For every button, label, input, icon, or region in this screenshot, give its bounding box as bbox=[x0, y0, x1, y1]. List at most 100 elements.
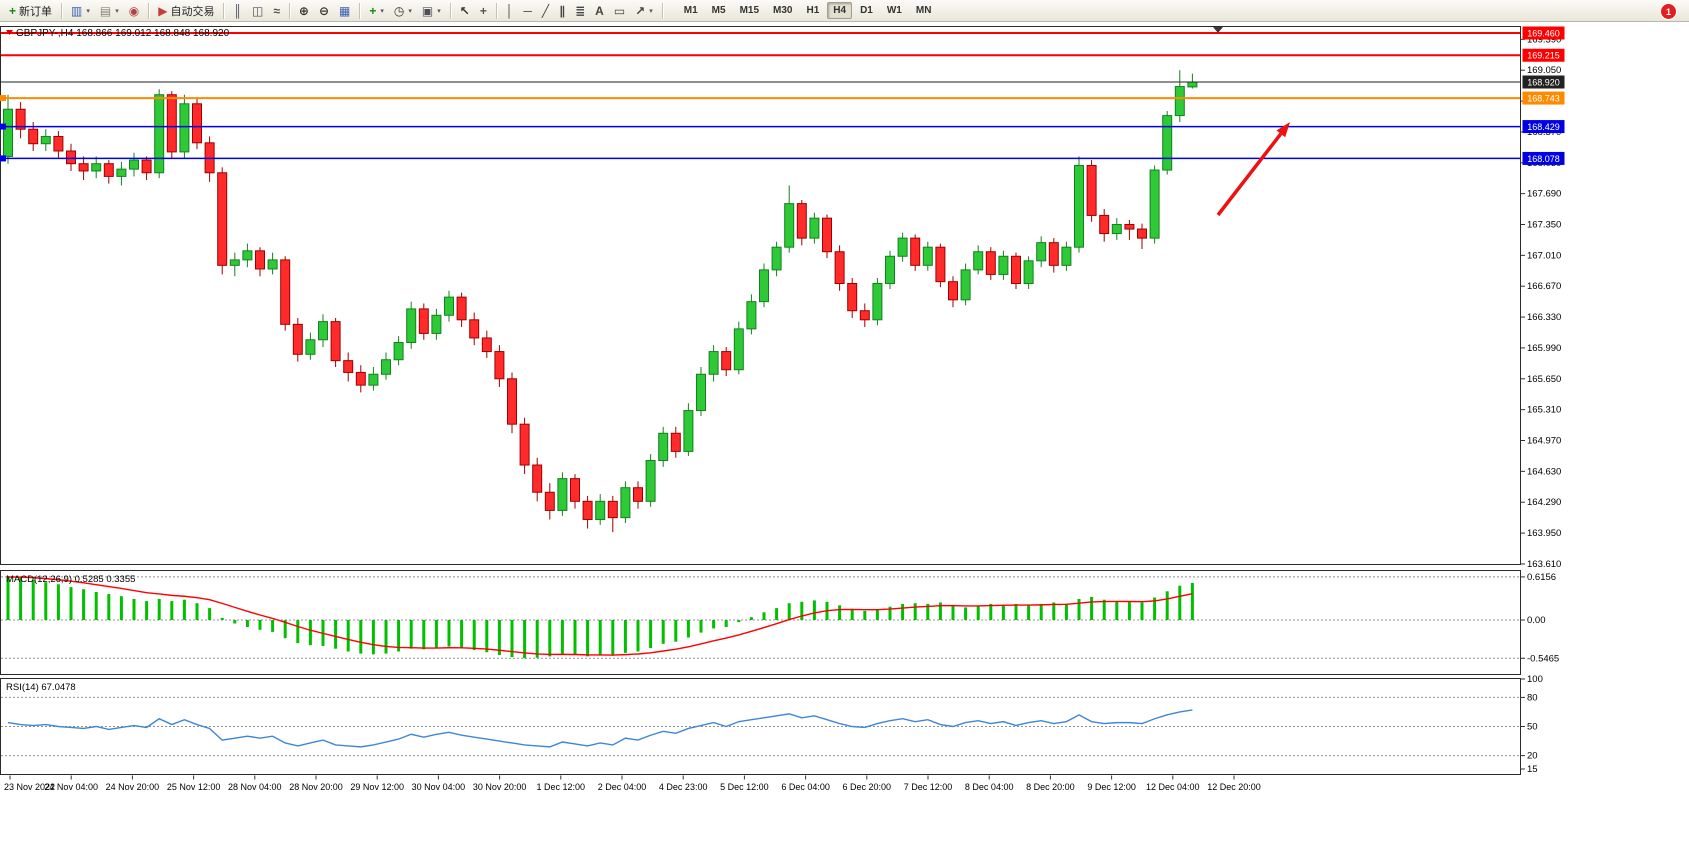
notification-badge[interactable]: 1 bbox=[1660, 3, 1677, 20]
alerts-button[interactable]: ◉ bbox=[125, 1, 143, 21]
crosshair-icon: + bbox=[479, 3, 487, 18]
candlestick-chart-button[interactable]: ◫ bbox=[248, 1, 267, 21]
candle-body bbox=[103, 163, 114, 177]
toolbar-items: + 新订单 ▥ ▾ ▤ ▾ ◉ ▶ 自动交易 ║ ◫ ≈ ⊕ ⊖ ▦ + ▾ ◷ ▾ ▣ ▾ ↖ + │ ─ ╱ ∥ ≣ A ▭ ↗ ▾ M1 M… bbox=[4, 1, 938, 21]
macd-axis-label: 0.00 bbox=[1527, 615, 1546, 626]
vertical-line-button[interactable]: │ bbox=[502, 1, 518, 21]
price-badge-168.078 bbox=[1522, 151, 1565, 165]
timeframe-button-m30[interactable]: M30 bbox=[773, 5, 793, 16]
channel-button[interactable]: ∥ bbox=[555, 1, 569, 21]
periods-button[interactable]: ◷ ▾ bbox=[390, 1, 416, 21]
candle-body bbox=[1036, 242, 1047, 262]
candle-body bbox=[456, 296, 467, 321]
templates-button[interactable]: ▣ ▾ bbox=[418, 1, 445, 21]
line-anchor[interactable] bbox=[0, 123, 6, 130]
candle-body bbox=[809, 217, 820, 239]
candle-body bbox=[708, 351, 719, 375]
candle-body bbox=[406, 308, 417, 343]
trend-arrow[interactable] bbox=[1216, 122, 1290, 217]
candle-body bbox=[910, 237, 921, 266]
new-order-button[interactable]: + 新订单 bbox=[5, 1, 56, 21]
timeframe-button-m15[interactable]: M15 bbox=[739, 5, 760, 16]
price-badge-169.215 bbox=[1522, 48, 1565, 62]
line-chart-icon: ≈ bbox=[273, 3, 280, 18]
price-axis-label: 163.950 bbox=[1527, 528, 1561, 539]
cursor-button[interactable]: ↖ bbox=[456, 1, 474, 21]
time-axis-label: 28 Nov 20:00 bbox=[289, 782, 343, 792]
text-label-button[interactable]: ▭ bbox=[610, 1, 629, 21]
toolbar-separator bbox=[61, 2, 63, 19]
fibonacci-button[interactable]: ≣ bbox=[571, 1, 589, 21]
rsi-axis-label: 50 bbox=[1527, 722, 1538, 733]
rsi-pane[interactable] bbox=[0, 678, 1521, 775]
candle-body bbox=[935, 246, 946, 283]
candle-body bbox=[40, 135, 51, 145]
crosshair-button[interactable]: + bbox=[476, 1, 491, 21]
new-chart-button[interactable]: ▥ ▾ bbox=[67, 1, 94, 21]
candle-body bbox=[481, 337, 492, 353]
price-badge-168.920 bbox=[1522, 75, 1565, 89]
horizontal-line-icon: ─ bbox=[523, 3, 532, 18]
line-chart-button[interactable]: ≈ bbox=[269, 1, 284, 21]
chart-canvas[interactable]: 169.390169.050168.710168.370168.030167.6… bbox=[0, 22, 1565, 822]
symbol-marker-icon bbox=[6, 30, 13, 35]
trendline-button[interactable]: ╱ bbox=[538, 1, 553, 21]
candle-body bbox=[53, 135, 64, 152]
candle-body bbox=[494, 351, 505, 380]
timeframe-button-mn[interactable]: MN bbox=[915, 5, 932, 16]
candle-body bbox=[267, 259, 278, 270]
tile-windows-button[interactable]: ▦ bbox=[335, 1, 354, 21]
macd-pane[interactable] bbox=[0, 570, 1521, 675]
line-anchor[interactable] bbox=[0, 155, 6, 162]
profiles-icon: ▤ bbox=[99, 3, 112, 18]
timeframe-button-m5[interactable]: M5 bbox=[711, 5, 726, 16]
candle-body bbox=[796, 203, 807, 239]
new-order-icon: + bbox=[9, 3, 17, 18]
time-axis-label: 9 Dec 12:00 bbox=[1087, 782, 1136, 792]
horizontal-line-button[interactable]: ─ bbox=[519, 1, 536, 21]
caret-down-icon: ▾ bbox=[115, 7, 119, 15]
candle-body bbox=[1086, 165, 1097, 216]
time-axis-label: 8 Dec 04:00 bbox=[965, 782, 1014, 792]
autotrading-button[interactable]: ▶ 自动交易 bbox=[154, 1, 218, 21]
bar-chart-icon: ║ bbox=[233, 3, 242, 18]
timeframe-button-h4[interactable]: H4 bbox=[827, 2, 853, 19]
price-axis-label: 167.010 bbox=[1527, 250, 1561, 261]
chart-shift-marker[interactable] bbox=[1213, 27, 1223, 33]
bar-chart-button[interactable]: ║ bbox=[229, 1, 246, 21]
candle-body bbox=[179, 103, 190, 153]
candle-body bbox=[1061, 246, 1072, 266]
time-axis-label: 5 Dec 12:00 bbox=[720, 782, 769, 792]
indicators-button[interactable]: + ▾ bbox=[365, 1, 388, 21]
candle-body bbox=[948, 281, 958, 301]
price-badge-label: 168.078 bbox=[1527, 154, 1560, 164]
candle-body bbox=[998, 255, 1009, 275]
timeframe-button-w1[interactable]: W1 bbox=[886, 5, 902, 16]
price-axis-label: 167.690 bbox=[1527, 189, 1561, 200]
zoom-out-icon: ⊖ bbox=[318, 3, 330, 18]
line-anchor[interactable] bbox=[0, 95, 6, 102]
timeframe-button-h1[interactable]: H1 bbox=[806, 5, 820, 16]
toolbar-separator bbox=[495, 2, 497, 19]
candle-body bbox=[658, 432, 669, 461]
zoom-in-button[interactable]: ⊕ bbox=[295, 1, 313, 21]
candle-body bbox=[229, 259, 240, 266]
candle-body bbox=[431, 314, 442, 334]
zoom-out-button[interactable]: ⊖ bbox=[315, 1, 333, 21]
timeframe-button-d1[interactable]: D1 bbox=[860, 5, 873, 16]
autotrading-icon: ▶ bbox=[158, 3, 168, 18]
candle-body bbox=[746, 301, 757, 330]
timeframe-button-m1[interactable]: M1 bbox=[683, 5, 698, 16]
macd-axis-label: 0.6156 bbox=[1527, 572, 1556, 583]
candle-body bbox=[885, 255, 895, 284]
text-button[interactable]: A bbox=[591, 1, 608, 21]
profiles-button[interactable]: ▤ ▾ bbox=[96, 1, 123, 21]
price-axis-label: 164.970 bbox=[1527, 436, 1561, 447]
time-axis-label: 28 Nov 04:00 bbox=[228, 782, 282, 792]
candle-body bbox=[318, 321, 328, 341]
candle-body bbox=[822, 217, 832, 253]
candle-body bbox=[217, 172, 228, 266]
arrows-button[interactable]: ↗ ▾ bbox=[631, 1, 657, 21]
trend-arrow-line bbox=[1216, 132, 1283, 217]
time-axis-label: 12 Dec 04:00 bbox=[1146, 782, 1200, 792]
